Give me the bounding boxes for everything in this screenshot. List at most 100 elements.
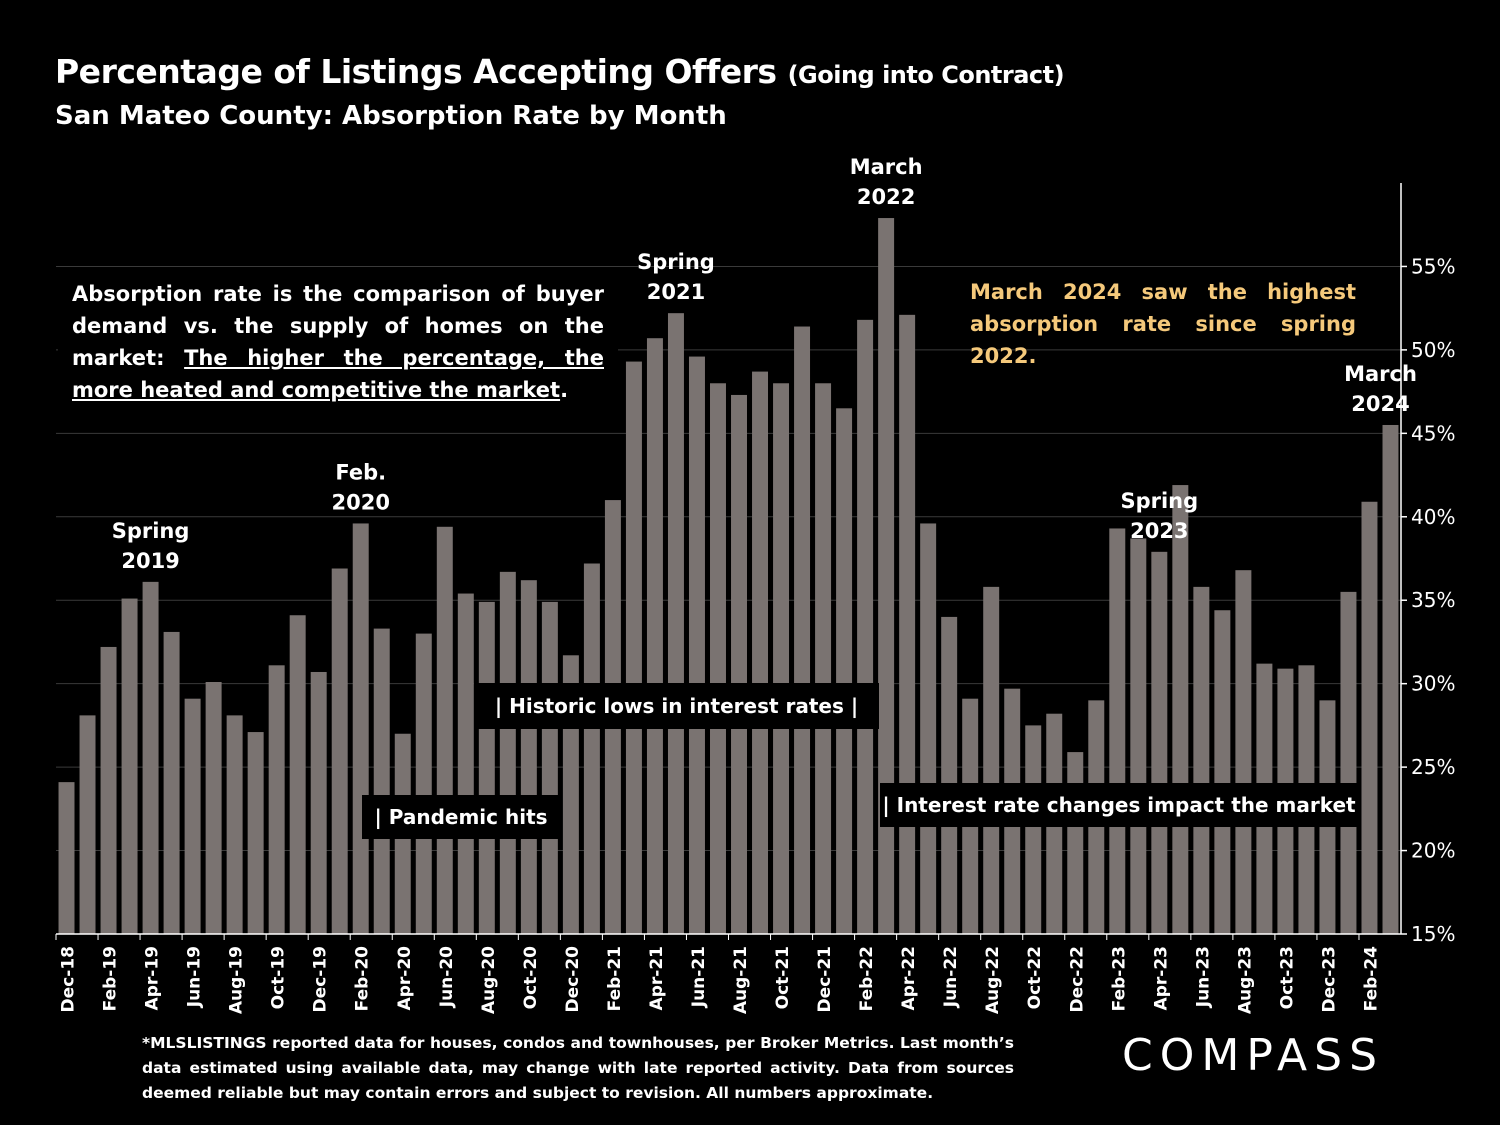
bar [920, 523, 937, 934]
bar [205, 681, 222, 934]
bar [878, 218, 895, 935]
annotation-label: 2019 [121, 549, 179, 573]
bar [268, 665, 285, 934]
title-suffix: (Going into Contract) [787, 61, 1065, 89]
y-tick-label: 15% [1411, 922, 1455, 946]
bar [1109, 528, 1126, 934]
y-tick-label: 35% [1411, 588, 1455, 612]
annotation-label: Feb. [335, 460, 386, 484]
bar [1151, 551, 1168, 934]
compass-logo: COMPASS [1122, 1030, 1384, 1081]
highlight-note: March 2024 saw the highest absorption ra… [958, 272, 1368, 368]
x-tick-label: Feb-24 [1361, 946, 1381, 1012]
bar [1130, 538, 1147, 934]
x-tick-label: Dec-18 [59, 946, 79, 1012]
bar [815, 383, 832, 934]
bar [457, 593, 474, 934]
x-tick-label: Oct-20 [521, 946, 541, 1010]
bar [646, 338, 663, 934]
bar [79, 715, 96, 934]
bar [583, 563, 600, 934]
bar [731, 394, 747, 935]
y-tick-label: 50% [1411, 338, 1455, 362]
bar [142, 581, 159, 934]
x-tick-label: Aug-23 [1235, 946, 1255, 1014]
x-tick-label: Dec-20 [563, 946, 583, 1013]
x-tick-label: Aug-22 [983, 946, 1003, 1014]
annotation-label: Spring [637, 250, 715, 274]
bar [499, 571, 516, 934]
y-tick-label: 25% [1411, 755, 1455, 779]
bar [184, 698, 201, 934]
annotation-label: 2023 [1130, 519, 1188, 543]
bar [289, 615, 306, 934]
title-main: Percentage of Listings Accepting Offers [55, 52, 777, 91]
bar [436, 526, 453, 934]
annotation-label: Spring [1120, 489, 1198, 513]
definition-emphasis: The higher the percentage, the more heat… [72, 346, 604, 402]
bar [1025, 725, 1042, 934]
x-tick-label: Jun-19 [185, 946, 205, 1008]
x-tick-label: Apr-19 [143, 946, 163, 1010]
bar [1172, 485, 1189, 934]
x-tick-label: Aug-21 [731, 946, 751, 1014]
bar [310, 671, 327, 934]
pandemic-label: | Pandemic hits [362, 795, 560, 839]
x-tick-label: Feb-23 [1109, 946, 1129, 1011]
x-tick-label: Dec-23 [1319, 946, 1339, 1012]
x-tick-label: Feb-21 [605, 946, 625, 1011]
y-tick-label: 20% [1411, 839, 1455, 863]
x-tick-label: Aug-19 [227, 946, 247, 1014]
x-tick-label: Apr-21 [647, 946, 667, 1010]
bar [520, 580, 537, 934]
bar [983, 586, 1000, 934]
annotation-label: 2021 [647, 280, 705, 304]
bar [163, 631, 180, 934]
x-tick-label: Oct-19 [269, 946, 289, 1009]
bar [941, 616, 958, 934]
annotation-label: March [1344, 362, 1417, 386]
bar [1235, 570, 1252, 934]
bar [1214, 610, 1231, 934]
y-tick-label: 55% [1411, 254, 1455, 278]
bar [710, 383, 726, 934]
bar [478, 601, 495, 934]
bar [1067, 752, 1084, 934]
bar [121, 598, 138, 934]
annotation-label: 2024 [1351, 392, 1409, 416]
bar [836, 408, 853, 934]
x-tick-label: Apr-20 [395, 946, 415, 1011]
bar [226, 715, 243, 934]
x-tick-label: Jun-20 [437, 946, 457, 1008]
historic-lows-label: | Historic lows in interest rates | [474, 683, 879, 729]
annotation-label: March [850, 155, 923, 179]
x-tick-label: Jun-22 [941, 946, 961, 1008]
rate-changes-label: | Interest rate changes impact the marke… [880, 783, 1358, 827]
y-tick-label: 40% [1411, 505, 1455, 529]
bar [373, 628, 390, 934]
x-tick-label: Jun-23 [1193, 946, 1213, 1008]
chart-title: Percentage of Listings Accepting Offers … [55, 52, 1065, 91]
bar [688, 356, 705, 934]
definition-text: Absorption rate is the comparison of buy… [72, 282, 604, 370]
footnote: *MLSLISTINGS reported data for houses, c… [142, 1034, 1014, 1102]
bar [899, 314, 916, 934]
x-tick-label: Jun-21 [689, 946, 709, 1008]
bar [625, 361, 642, 934]
x-tick-label: Aug-20 [479, 946, 499, 1014]
x-tick-label: Dec-19 [311, 946, 331, 1012]
definition-end: . [560, 378, 569, 402]
bar [773, 383, 790, 934]
x-tick-label: Oct-21 [773, 946, 793, 1009]
bar [1193, 586, 1210, 934]
bar [667, 313, 684, 934]
x-tick-label: Feb-20 [353, 946, 373, 1012]
x-tick-label: Apr-22 [899, 946, 919, 1010]
bar [100, 646, 117, 934]
chart-subtitle: San Mateo County: Absorption Rate by Mon… [55, 101, 727, 131]
x-tick-label: Feb-19 [101, 946, 121, 1011]
bar [1340, 591, 1357, 934]
y-tick-label: 45% [1411, 421, 1455, 445]
bar [857, 319, 874, 934]
